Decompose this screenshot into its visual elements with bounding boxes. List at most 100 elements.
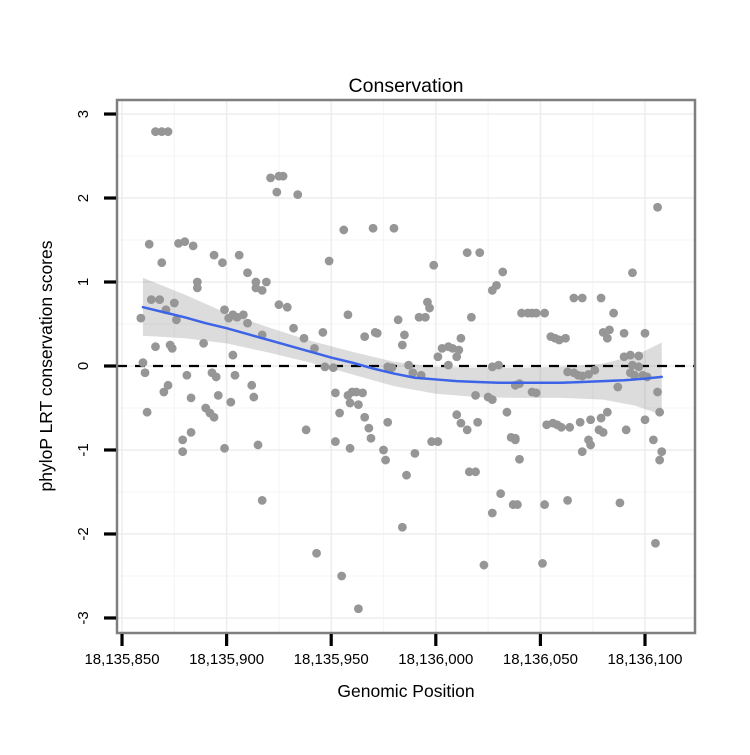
data-point: [634, 362, 644, 372]
data-point: [540, 500, 549, 509]
data-point: [324, 256, 334, 266]
data-point: [192, 283, 202, 293]
data-point: [301, 425, 311, 435]
data-point: [155, 295, 165, 305]
y-tick-label: 3: [75, 110, 92, 118]
data-point: [502, 407, 512, 417]
data-point: [337, 571, 347, 581]
data-point: [230, 370, 240, 380]
data-point: [278, 171, 288, 181]
y-tick-label: -2: [75, 527, 92, 540]
data-point: [433, 352, 443, 362]
data-point: [186, 393, 196, 403]
data-point: [410, 448, 420, 458]
data-point: [358, 388, 367, 398]
data-point: [602, 333, 612, 343]
data-point: [561, 333, 570, 343]
data-point: [655, 455, 665, 465]
data-point: [320, 362, 330, 372]
x-axis-label: Genomic Position: [337, 681, 474, 701]
data-point: [496, 489, 506, 499]
data-point: [487, 395, 497, 404]
data-point: [335, 408, 344, 418]
data-point: [393, 315, 403, 325]
data-point: [577, 447, 587, 457]
data-point: [151, 127, 160, 137]
data-point: [613, 382, 623, 392]
data-point: [360, 412, 370, 422]
data-point: [586, 440, 596, 450]
data-point: [293, 190, 303, 200]
panel-border: [115, 98, 697, 635]
data-point: [163, 127, 173, 137]
data-point: [653, 387, 662, 397]
data-point: [257, 495, 267, 505]
y-tick-label: 0: [75, 362, 92, 370]
data-point: [634, 351, 644, 361]
data-point: [577, 293, 587, 303]
data-point: [640, 415, 650, 425]
data-point: [226, 397, 236, 407]
data-point: [381, 455, 391, 465]
y-tick-label: 2: [75, 194, 92, 202]
data-point: [462, 248, 472, 258]
x-tick-label: 18,135,950: [294, 651, 369, 668]
data-point: [462, 425, 472, 435]
data-point: [625, 350, 635, 360]
data-point: [619, 328, 629, 338]
data-point: [209, 412, 219, 422]
data-point: [312, 548, 321, 558]
data-point: [345, 398, 355, 408]
data-point: [310, 343, 319, 353]
data-point: [354, 604, 363, 614]
data-point: [142, 407, 152, 417]
data-point: [456, 418, 466, 428]
y-tick-label: -3: [75, 611, 92, 624]
data-point: [492, 280, 501, 290]
data-point: [425, 303, 434, 313]
data-point: [328, 363, 338, 373]
data-point: [220, 305, 229, 315]
data-point: [540, 308, 549, 318]
data-point: [163, 380, 173, 390]
chart-title: Conservation: [349, 75, 464, 97]
data-point: [383, 417, 393, 427]
data-point: [479, 560, 489, 570]
data-point: [605, 325, 614, 335]
data-point: [220, 443, 229, 453]
data-point: [218, 258, 227, 268]
data-point: [228, 350, 238, 360]
data-point: [397, 522, 407, 532]
data-point: [397, 340, 407, 350]
data-point: [151, 342, 160, 352]
data-point: [157, 258, 167, 268]
data-point: [213, 390, 223, 400]
data-point: [510, 433, 520, 443]
data-point: [136, 313, 146, 323]
x-tick-label: 18,136,050: [503, 651, 578, 668]
data-point: [452, 410, 462, 420]
data-point: [249, 392, 259, 402]
data-point: [199, 338, 209, 348]
x-tick-label: 18,135,900: [189, 651, 264, 668]
data-point: [343, 310, 353, 320]
data-point: [243, 268, 252, 278]
data-point: [243, 318, 252, 328]
data-point: [211, 372, 221, 382]
plot-layers: 18,135,850 18,135,900 18,135,950 18,136,000…: [75, 98, 697, 668]
data-point: [590, 365, 600, 375]
data-point: [330, 388, 340, 398]
data-point: [360, 332, 370, 341]
data-point: [389, 223, 399, 233]
data-point: [372, 328, 382, 338]
data-point: [368, 223, 378, 233]
data-point: [144, 239, 154, 249]
data-point: [598, 427, 608, 437]
data-point: [299, 333, 309, 343]
data-point: [157, 127, 167, 137]
data-point: [512, 500, 522, 509]
data-point: [464, 467, 474, 477]
data-point: [178, 435, 188, 445]
data-point: [609, 308, 619, 318]
